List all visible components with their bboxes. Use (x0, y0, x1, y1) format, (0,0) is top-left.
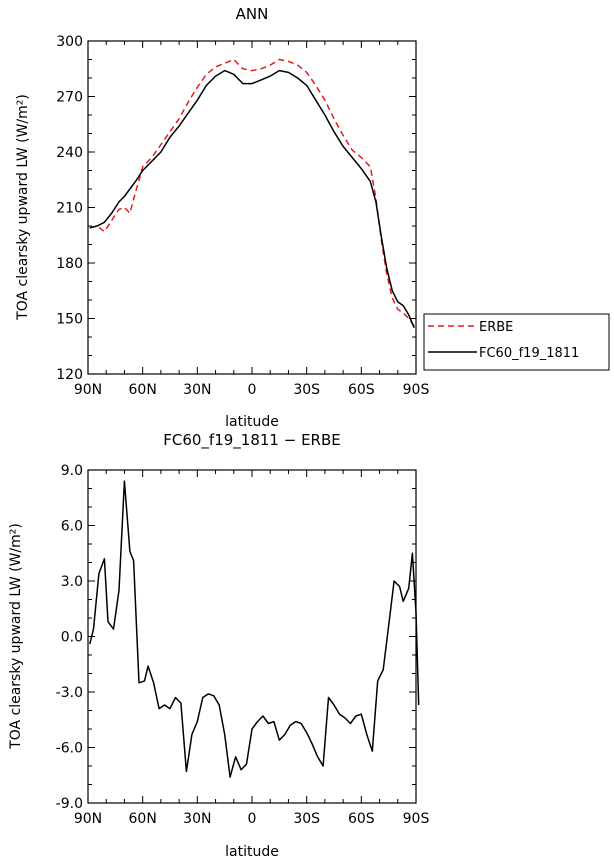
top-ytick-label: 180 (56, 256, 83, 272)
bottom-ytick-label: 3.0 (61, 574, 83, 590)
bottom-xtick-label: 60N (129, 811, 157, 827)
top-xtick-label: 90S (403, 382, 430, 398)
top-ytick-label: 300 (56, 34, 83, 50)
bottom-ytick-label: -3.0 (56, 685, 83, 701)
top-chart-series-group (89, 58, 415, 329)
bottom-ytick-label: 0.0 (61, 630, 83, 646)
bottom-chart: FC60_f19_1811 − ERBE -9.0 -6.0 -3.0 0.0 3.0 6… (8, 431, 429, 860)
top-chart-frame (87, 40, 417, 375)
top-xtick-label: 30N (183, 382, 211, 398)
bottom-xtick-label: 90S (403, 811, 430, 827)
top-chart-ylabel: TOA clearsky upward LW (W/m²) (15, 94, 31, 321)
top-ytick-label: 120 (56, 367, 83, 383)
bottom-ytick-label: 6.0 (61, 519, 83, 535)
top-ytick-label: 270 (56, 90, 83, 106)
bottom-ytick-label: 9.0 (61, 463, 83, 479)
bottom-chart-ylabel: TOA clearsky upward LW (W/m²) (8, 523, 24, 750)
top-xtick-label: 30S (293, 382, 320, 398)
top-ytick-label: 150 (56, 312, 83, 328)
legend-label-erbe: ERBE (479, 320, 513, 335)
legend-label-fc60: FC60_f19_1811 (479, 346, 579, 361)
bottom-xtick-label: 30S (293, 811, 320, 827)
top-chart-title: ANN (236, 5, 269, 23)
top-chart: ANN 120 150 180 210 240 270 300 90N 60N 30N 0 30S 60… (15, 5, 429, 430)
bottom-chart-series-group (89, 480, 420, 778)
bottom-ytick-label: -9.0 (56, 796, 83, 812)
top-xtick-label: 60S (348, 382, 375, 398)
top-xtick-label: 0 (248, 382, 257, 398)
bottom-ytick-label: -6.0 (56, 741, 83, 757)
legend: ERBE FC60_f19_1811 (423, 313, 610, 371)
top-ytick-label: 210 (56, 201, 83, 217)
top-chart-xlabel: latitude (225, 414, 279, 430)
bottom-series-line-difference (89, 480, 420, 778)
legend-box (423, 313, 610, 371)
bottom-xtick-label: 90N (74, 811, 102, 827)
bottom-chart-ticks: -9.0 -6.0 -3.0 0.0 3.0 6.0 9.0 90N 60N 30N 0 30S 60S… (56, 463, 430, 827)
bottom-xtick-label: 30N (183, 811, 211, 827)
top-series-line-erbe (89, 58, 415, 327)
bottom-xtick-label: 0 (248, 811, 257, 827)
bottom-xtick-label: 60S (348, 811, 375, 827)
bottom-chart-xlabel: latitude (225, 844, 279, 860)
top-xtick-label: 60N (129, 382, 157, 398)
bottom-chart-title: FC60_f19_1811 − ERBE (163, 431, 341, 450)
top-xtick-label: 90N (74, 382, 102, 398)
bottom-chart-frame (87, 469, 417, 804)
top-chart-ticks: 120 150 180 210 240 270 300 90N 60N 30N 0 30S 60S 90S (56, 34, 429, 398)
top-ytick-label: 240 (56, 145, 83, 161)
top-series-line-fc60-f19-1811 (89, 69, 415, 329)
